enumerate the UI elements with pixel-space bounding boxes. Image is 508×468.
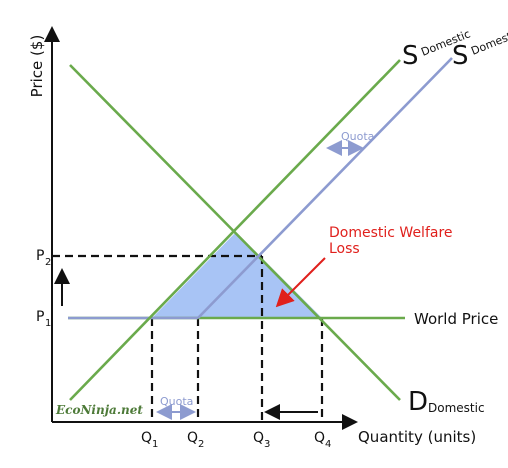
p2-letter: P bbox=[36, 248, 44, 264]
q3-sub: 3 bbox=[264, 439, 270, 450]
q2-letter: Q bbox=[187, 430, 198, 446]
quota-label-top: Quota bbox=[341, 130, 374, 143]
demand-sub: Domestic bbox=[428, 401, 485, 415]
supply-domestic-curve bbox=[69, 59, 401, 401]
welfare-loss-area bbox=[152, 232, 322, 318]
welfare-label-line1: Domestic Welfare bbox=[329, 225, 453, 241]
q3-letter: Q bbox=[253, 430, 264, 446]
welfare-pointer bbox=[275, 257, 326, 308]
world-price-label: World Price bbox=[414, 310, 498, 328]
p1-letter: P bbox=[36, 309, 44, 325]
s-domestic-letter: S bbox=[402, 41, 419, 71]
watermark: EcoNinja.net bbox=[55, 403, 143, 417]
q1-letter: Q bbox=[141, 430, 152, 446]
q2-sub: 2 bbox=[198, 439, 204, 450]
q1-sub: 1 bbox=[152, 439, 158, 450]
demand-letter: D bbox=[408, 387, 428, 417]
welfare-label-line2: Loss bbox=[329, 241, 360, 257]
s-quota-sub: Domestic+Quota bbox=[469, 10, 508, 57]
quota-label-bottom: Quota bbox=[160, 395, 193, 408]
demand-curve bbox=[69, 64, 401, 401]
q4-letter: Q bbox=[314, 430, 325, 446]
p2-sub: 2 bbox=[45, 257, 51, 268]
x-axis-label: Quantity (units) bbox=[358, 428, 476, 446]
s-quota-letter: S bbox=[452, 41, 469, 71]
p1-sub: 1 bbox=[45, 318, 51, 329]
y-axis-label: Price ($) bbox=[28, 35, 46, 98]
q4-sub: 4 bbox=[325, 439, 331, 450]
supply-quota-curve bbox=[197, 57, 453, 319]
